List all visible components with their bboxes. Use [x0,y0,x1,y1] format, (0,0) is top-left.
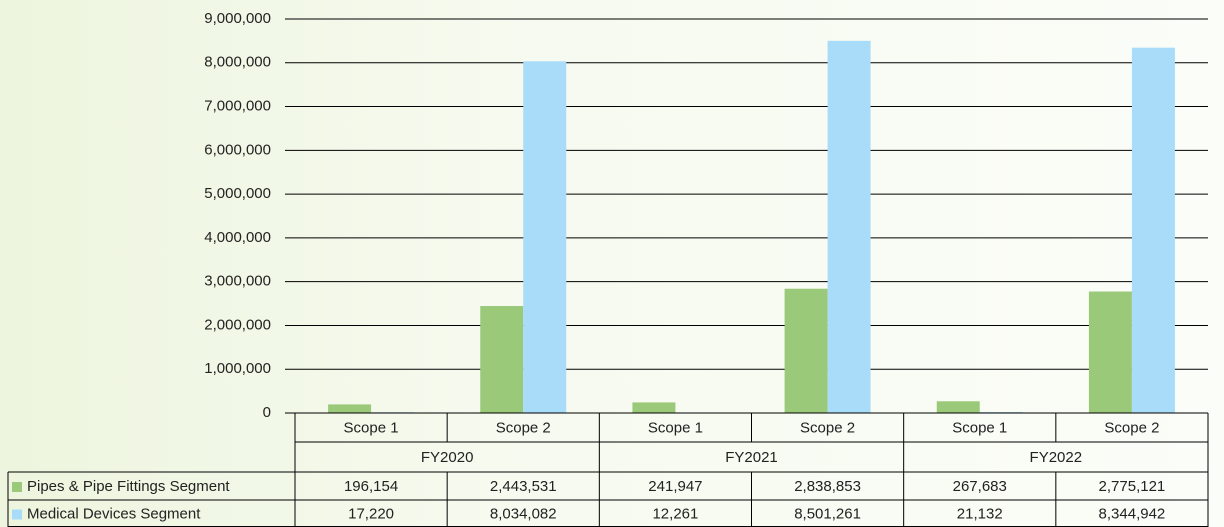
group-label: FY2020 [421,449,474,466]
y-tick-label: 1,000,000 [204,360,271,377]
bar [328,404,372,413]
table-value: 2,838,853 [794,478,861,495]
table-value: 2,775,121 [1099,478,1166,495]
group-label: FY2022 [1030,449,1083,466]
legend-label: Pipes & Pipe Fittings Segment [27,478,230,495]
bar [784,288,828,413]
y-tick-label: 0 [263,404,271,421]
y-tick-label: 6,000,000 [204,141,271,158]
legend-swatch [12,509,22,520]
legend-swatch [12,482,22,492]
y-tick-label: 7,000,000 [204,98,271,115]
x-tick-label: Scope 2 [800,419,855,436]
table-value: 17,220 [348,505,394,522]
x-tick-label: Scope 1 [648,419,703,436]
table-value: 241,947 [648,478,702,495]
x-tick-label: Scope 1 [344,419,399,436]
bar [1131,47,1175,414]
bar [936,401,980,413]
bar [632,402,676,413]
table-value: 21,132 [957,505,1003,522]
bar [827,40,871,414]
table-value: 8,344,942 [1099,505,1166,522]
x-tick-label: Scope 2 [1104,419,1159,436]
y-tick-label: 5,000,000 [204,185,271,202]
table-value: 12,261 [652,505,698,522]
bar [1088,291,1132,413]
y-tick-label: 4,000,000 [204,229,271,246]
table-value: 2,443,531 [490,478,557,495]
bar [480,306,524,413]
x-tick-label: Scope 1 [952,419,1007,436]
table-value: 8,034,082 [490,505,557,522]
x-tick-label: Scope 2 [496,419,551,436]
y-tick-label: 3,000,000 [204,273,271,290]
y-tick-label: 9,000,000 [204,10,271,27]
legend-label: Medical Devices Segment [27,505,201,522]
table-value: 267,683 [953,478,1007,495]
bar [523,61,567,414]
table-value: 8,501,261 [794,505,861,522]
table-value: 196,154 [344,478,398,495]
group-label: FY2021 [725,449,778,466]
y-tick-label: 8,000,000 [204,54,271,71]
y-tick-label: 2,000,000 [204,316,271,333]
